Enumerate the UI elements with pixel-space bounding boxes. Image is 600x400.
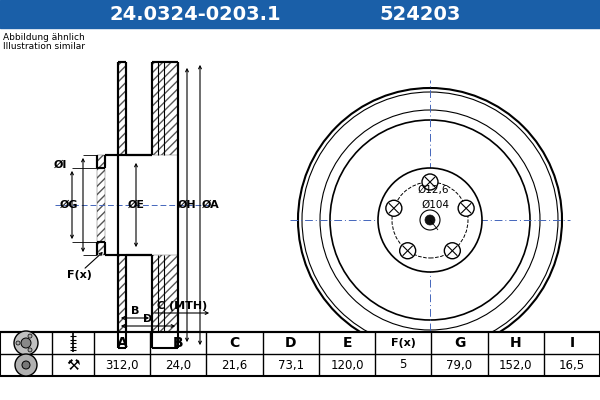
Text: 16,5: 16,5 — [559, 358, 585, 372]
Circle shape — [400, 243, 416, 259]
Bar — [152, 255, 178, 348]
Text: ⚒: ⚒ — [66, 358, 80, 372]
Bar — [126, 155, 152, 255]
Text: I: I — [569, 336, 574, 350]
Bar — [0, 332, 600, 376]
Circle shape — [28, 334, 32, 338]
Circle shape — [21, 338, 31, 348]
Text: 5: 5 — [400, 358, 407, 372]
Text: 24,0: 24,0 — [165, 358, 191, 372]
Circle shape — [28, 348, 32, 352]
Circle shape — [386, 200, 402, 216]
Text: E: E — [342, 336, 352, 350]
Bar — [118, 62, 126, 155]
Circle shape — [16, 341, 20, 345]
Text: C: C — [229, 336, 239, 350]
Text: D: D — [143, 314, 152, 324]
Circle shape — [14, 331, 38, 355]
Circle shape — [422, 174, 438, 190]
Circle shape — [425, 215, 435, 225]
Bar — [118, 255, 126, 348]
Text: ØA: ØA — [202, 200, 220, 210]
Text: B: B — [173, 336, 184, 350]
Text: Illustration similar: Illustration similar — [3, 42, 85, 51]
Text: D: D — [285, 336, 296, 350]
Circle shape — [420, 210, 440, 230]
Text: ØG: ØG — [59, 200, 78, 210]
Text: ØH: ØH — [178, 200, 196, 210]
Circle shape — [22, 361, 30, 369]
Text: Ø12,6: Ø12,6 — [417, 185, 449, 195]
Circle shape — [458, 200, 474, 216]
Text: 524203: 524203 — [379, 4, 461, 24]
Text: 21,6: 21,6 — [221, 358, 248, 372]
Text: 312,0: 312,0 — [106, 358, 139, 372]
Text: 120,0: 120,0 — [330, 358, 364, 372]
Bar — [97, 155, 105, 255]
Text: ØE: ØE — [128, 200, 145, 210]
Text: G: G — [454, 336, 465, 350]
Circle shape — [445, 243, 460, 259]
Text: A: A — [117, 336, 127, 350]
Text: 24.0324-0203.1: 24.0324-0203.1 — [109, 4, 281, 24]
Text: F(x): F(x) — [67, 270, 92, 280]
Circle shape — [378, 168, 482, 272]
Text: ØI: ØI — [53, 160, 67, 170]
Text: H: H — [510, 336, 521, 350]
Text: 79,0: 79,0 — [446, 358, 473, 372]
Text: 152,0: 152,0 — [499, 358, 532, 372]
Bar — [152, 62, 178, 155]
Bar — [0, 0, 600, 28]
Text: C (MTH): C (MTH) — [157, 301, 207, 311]
Text: F(x): F(x) — [391, 338, 416, 348]
Circle shape — [15, 354, 37, 376]
Text: Abbildung ähnlich: Abbildung ähnlich — [3, 33, 85, 42]
Circle shape — [298, 88, 562, 352]
Text: 73,1: 73,1 — [278, 358, 304, 372]
Text: Ø104: Ø104 — [421, 200, 449, 210]
Text: B: B — [131, 306, 139, 316]
